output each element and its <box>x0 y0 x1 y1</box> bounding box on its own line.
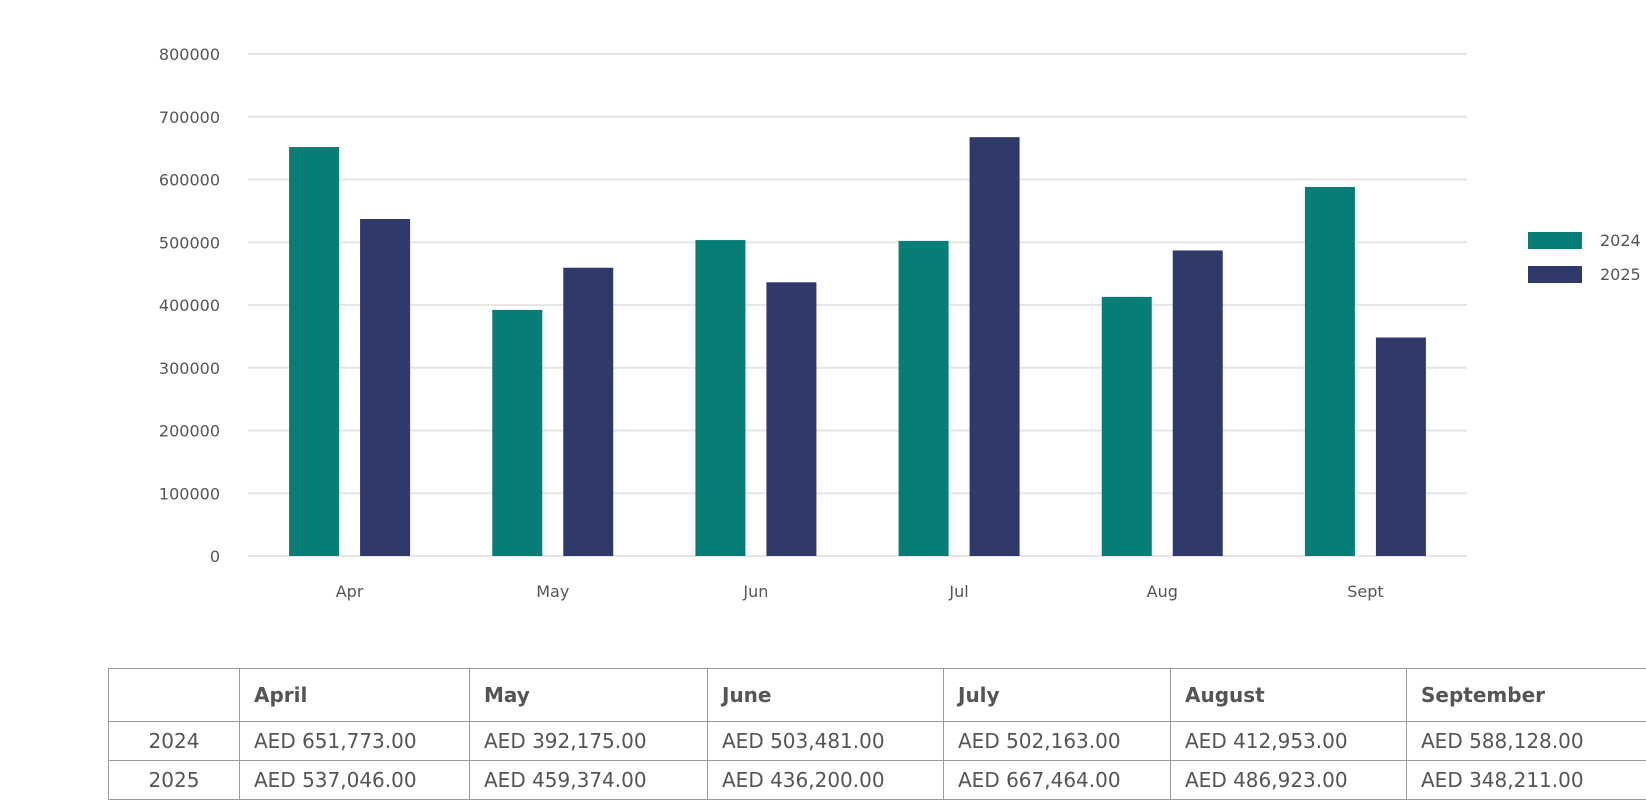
bar-2024-Sept <box>1304 186 1355 556</box>
row-label: 2025 <box>108 760 240 800</box>
legend-label: 2025 <box>1600 265 1641 284</box>
bar-2024-Aug <box>1101 296 1152 556</box>
table-header-cell: September <box>1406 668 1646 722</box>
legend-swatch-2024 <box>1528 232 1582 249</box>
table-cell: AED 503,481.00 <box>707 721 944 761</box>
table-cell: AED 348,211.00 <box>1406 760 1646 800</box>
bar-2025-Jul <box>969 137 1020 557</box>
x-tick-label: May <box>536 582 569 601</box>
y-tick-label: 800000 <box>159 45 220 64</box>
table-header-corner <box>108 668 240 722</box>
table-header-row: April May June July August September <box>108 668 1646 722</box>
table-row: 2025 AED 537,046.00 AED 459,374.00 AED 4… <box>108 760 1646 800</box>
table-header-cell: May <box>469 668 708 722</box>
table-cell: AED 667,464.00 <box>943 760 1171 800</box>
y-tick-label: 700000 <box>159 108 220 127</box>
bar-2025-Jun <box>766 282 817 556</box>
x-tick-label: Aug <box>1147 582 1178 601</box>
table-header-cell: April <box>239 668 470 722</box>
table-header-cell: June <box>707 668 944 722</box>
bar-2025-Sept <box>1375 337 1426 556</box>
y-tick-label: 300000 <box>159 359 220 378</box>
legend: 2024 2025 <box>1528 231 1641 284</box>
table-cell: AED 651,773.00 <box>239 721 470 761</box>
x-tick-label: Jun <box>742 582 768 601</box>
y-tick-label: 200000 <box>159 422 220 441</box>
bar-2024-Apr <box>289 147 340 556</box>
y-tick-label: 400000 <box>159 296 220 315</box>
legend-swatch-2025 <box>1528 266 1582 283</box>
x-tick-label: Jul <box>948 582 968 601</box>
y-axis: 0 100000 200000 300000 400000 500000 600000 700… <box>159 45 220 566</box>
data-table: April May June July August September 202… <box>108 668 1646 800</box>
legend-label: 2024 <box>1600 231 1641 250</box>
y-tick-label: 600000 <box>159 171 220 190</box>
x-tick-label: Apr <box>336 582 364 601</box>
bars <box>289 137 1426 557</box>
table-header-cell: August <box>1170 668 1407 722</box>
bar-2024-Jul <box>898 240 949 557</box>
y-tick-label: 100000 <box>159 484 220 503</box>
y-tick-label: 0 <box>210 547 220 566</box>
table-cell: AED 502,163.00 <box>943 721 1171 761</box>
table-cell: AED 486,923.00 <box>1170 760 1407 800</box>
row-label: 2024 <box>108 721 240 761</box>
table-cell: AED 537,046.00 <box>239 760 470 800</box>
table-cell: AED 392,175.00 <box>469 721 708 761</box>
bar-2025-May <box>563 267 614 556</box>
bar-2025-Aug <box>1172 250 1223 556</box>
table-cell: AED 459,374.00 <box>469 760 708 800</box>
x-axis: Apr May Jun Jul Aug Sept <box>336 582 1384 601</box>
table-cell: AED 436,200.00 <box>707 760 944 800</box>
table-header-cell: July <box>943 668 1171 722</box>
x-tick-label: Sept <box>1347 582 1383 601</box>
gridlines <box>248 53 1467 557</box>
table-row: 2024 AED 651,773.00 AED 392,175.00 AED 5… <box>108 721 1646 761</box>
bar-2024-Jun <box>695 240 746 556</box>
bar-2025-Apr <box>360 219 411 556</box>
bar-2024-May <box>492 309 543 556</box>
y-tick-label: 500000 <box>159 233 220 252</box>
table-cell: AED 588,128.00 <box>1406 721 1646 761</box>
bar-chart: 0 100000 200000 300000 400000 500000 600000 700… <box>159 45 1641 601</box>
table-cell: AED 412,953.00 <box>1170 721 1407 761</box>
